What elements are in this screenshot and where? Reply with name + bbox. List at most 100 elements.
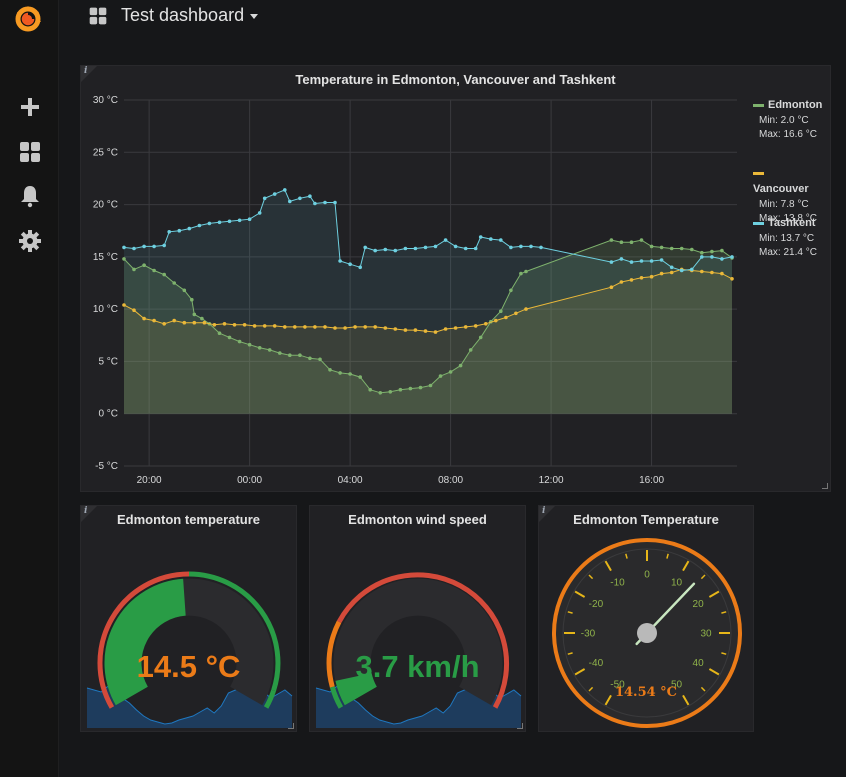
dial-tick bbox=[567, 652, 573, 655]
data-point-vancouver bbox=[403, 328, 408, 332]
x-tick-label: 12:00 bbox=[539, 475, 564, 486]
data-point-edmonton bbox=[448, 370, 453, 374]
panel-title[interactable]: Edmonton Temperature bbox=[573, 512, 719, 527]
gauge-value: 14.54 °C bbox=[614, 685, 678, 700]
data-point-edmonton bbox=[142, 263, 146, 267]
data-point-tashkent bbox=[323, 200, 327, 205]
data-point-vancouver bbox=[293, 325, 297, 329]
panel-resize-handle[interactable] bbox=[822, 483, 828, 489]
data-point-vancouver bbox=[473, 324, 478, 328]
data-point-edmonton bbox=[458, 363, 463, 368]
grafana-logo-icon[interactable] bbox=[12, 3, 44, 35]
data-point-tashkent bbox=[609, 260, 614, 264]
dial-tick bbox=[666, 553, 669, 559]
data-point-tashkent bbox=[443, 238, 448, 242]
data-point-tashkent bbox=[433, 244, 438, 249]
data-point-tashkent bbox=[187, 226, 192, 231]
data-point-vancouver bbox=[142, 316, 146, 321]
dashboard-navbar: Test dashboard bbox=[58, 0, 846, 42]
data-point-tashkent bbox=[358, 265, 363, 270]
data-point-edmonton bbox=[700, 250, 704, 255]
info-icon[interactable]: i bbox=[84, 506, 88, 516]
dial-tick bbox=[700, 574, 706, 580]
dial-tick bbox=[721, 652, 727, 655]
legend-series-tashkent[interactable]: Tashkent Min: 13.7 °C Max: 21.4 °C bbox=[753, 217, 833, 258]
data-point-edmonton bbox=[278, 351, 282, 355]
data-point-vancouver bbox=[484, 322, 488, 326]
y-tick-label: 15 °C bbox=[93, 252, 118, 263]
dashboard-title-dropdown[interactable]: Test dashboard bbox=[121, 5, 259, 26]
legend-series-vancouver[interactable]: Vancouver Min: 7.8 °C Max: 13.8 °C bbox=[753, 165, 833, 224]
data-point-tashkent bbox=[257, 211, 262, 215]
panel-title[interactable]: Edmonton temperature bbox=[116, 512, 260, 527]
data-point-edmonton bbox=[318, 357, 322, 362]
threshold-band bbox=[263, 689, 276, 709]
data-point-vancouver bbox=[373, 325, 378, 329]
dashboards-icon[interactable] bbox=[88, 6, 108, 26]
data-point-edmonton bbox=[629, 240, 634, 244]
data-point-vancouver bbox=[700, 269, 704, 274]
data-point-tashkent bbox=[197, 223, 202, 228]
data-point-edmonton bbox=[182, 288, 187, 293]
gauge-panel-edmonton-wind-speed[interactable]: Edmonton wind speed 3.7 km/h bbox=[309, 505, 526, 732]
panel-title[interactable]: Temperature in Edmonton, Vancouver and T… bbox=[295, 72, 616, 87]
panel-resize-handle[interactable] bbox=[517, 723, 523, 729]
data-point-tashkent bbox=[478, 235, 483, 239]
dial-tick bbox=[567, 611, 573, 614]
data-point-vancouver bbox=[609, 285, 614, 289]
data-point-vancouver bbox=[313, 325, 317, 329]
bell-icon[interactable] bbox=[18, 184, 42, 208]
data-point-edmonton bbox=[388, 390, 393, 394]
data-point-vancouver bbox=[433, 330, 438, 334]
data-point-tashkent bbox=[217, 220, 222, 225]
data-point-vancouver bbox=[232, 323, 237, 327]
dashboards-icon[interactable] bbox=[18, 140, 42, 164]
data-point-vancouver bbox=[272, 324, 277, 328]
data-point-tashkent bbox=[700, 255, 704, 259]
data-point-tashkent bbox=[509, 245, 513, 250]
data-point-edmonton bbox=[358, 375, 363, 379]
gauge-panel-edmonton-temperature[interactable]: i Edmonton temperature 14.5 °C bbox=[80, 505, 297, 732]
dial-tick bbox=[682, 560, 690, 572]
data-point-tashkent bbox=[659, 258, 664, 262]
graph-legend: Edmonton Min: 2.0 °C Max: 16.6 °C Vancou… bbox=[753, 99, 833, 258]
gauge-value-arc bbox=[104, 578, 187, 706]
legend-series-edmonton[interactable]: Edmonton Min: 2.0 °C Max: 16.6 °C bbox=[753, 99, 833, 165]
threshold-band bbox=[336, 572, 510, 709]
data-point-edmonton bbox=[679, 246, 684, 251]
panel-title[interactable]: Edmonton wind speed bbox=[348, 512, 487, 527]
data-point-tashkent bbox=[177, 228, 182, 233]
data-point-tashkent bbox=[730, 255, 734, 259]
data-point-tashkent bbox=[142, 244, 146, 249]
data-point-vancouver bbox=[283, 325, 287, 329]
data-point-edmonton bbox=[237, 339, 242, 344]
data-point-edmonton bbox=[328, 368, 332, 372]
dial-tick bbox=[682, 694, 690, 706]
data-point-tashkent bbox=[207, 221, 212, 226]
data-point-edmonton bbox=[267, 348, 272, 352]
data-point-vancouver bbox=[514, 311, 518, 316]
plus-icon[interactable] bbox=[18, 95, 42, 119]
legend-max-tashkent: Max: 21.4 °C bbox=[759, 247, 817, 258]
threshold-band bbox=[97, 571, 190, 709]
data-point-tashkent bbox=[489, 237, 493, 241]
legend-swatch-vancouver bbox=[753, 172, 764, 176]
threshold-band bbox=[326, 620, 342, 688]
temperature-gauge bbox=[86, 571, 293, 728]
graph-panel[interactable]: i Temperature in Edmonton, Vancouver and… bbox=[80, 65, 831, 492]
gear-icon[interactable] bbox=[18, 229, 42, 253]
data-point-vancouver bbox=[413, 328, 418, 332]
info-icon[interactable]: i bbox=[84, 66, 88, 76]
gauge-panel-edmonton-temperature-dial[interactable]: i Edmonton Temperature -50 -40 -30 -20 -10 0 1… bbox=[538, 505, 754, 732]
data-point-edmonton bbox=[649, 244, 654, 249]
info-icon[interactable]: i bbox=[542, 506, 546, 516]
panel-resize-handle[interactable] bbox=[288, 723, 294, 729]
data-point-edmonton bbox=[172, 281, 176, 285]
threshold-band bbox=[329, 686, 344, 709]
data-point-vancouver bbox=[172, 318, 176, 323]
data-point-tashkent bbox=[679, 268, 684, 273]
data-point-edmonton bbox=[524, 269, 528, 274]
data-point-edmonton bbox=[398, 387, 403, 392]
data-point-tashkent bbox=[639, 259, 644, 263]
data-point-edmonton bbox=[190, 297, 194, 302]
